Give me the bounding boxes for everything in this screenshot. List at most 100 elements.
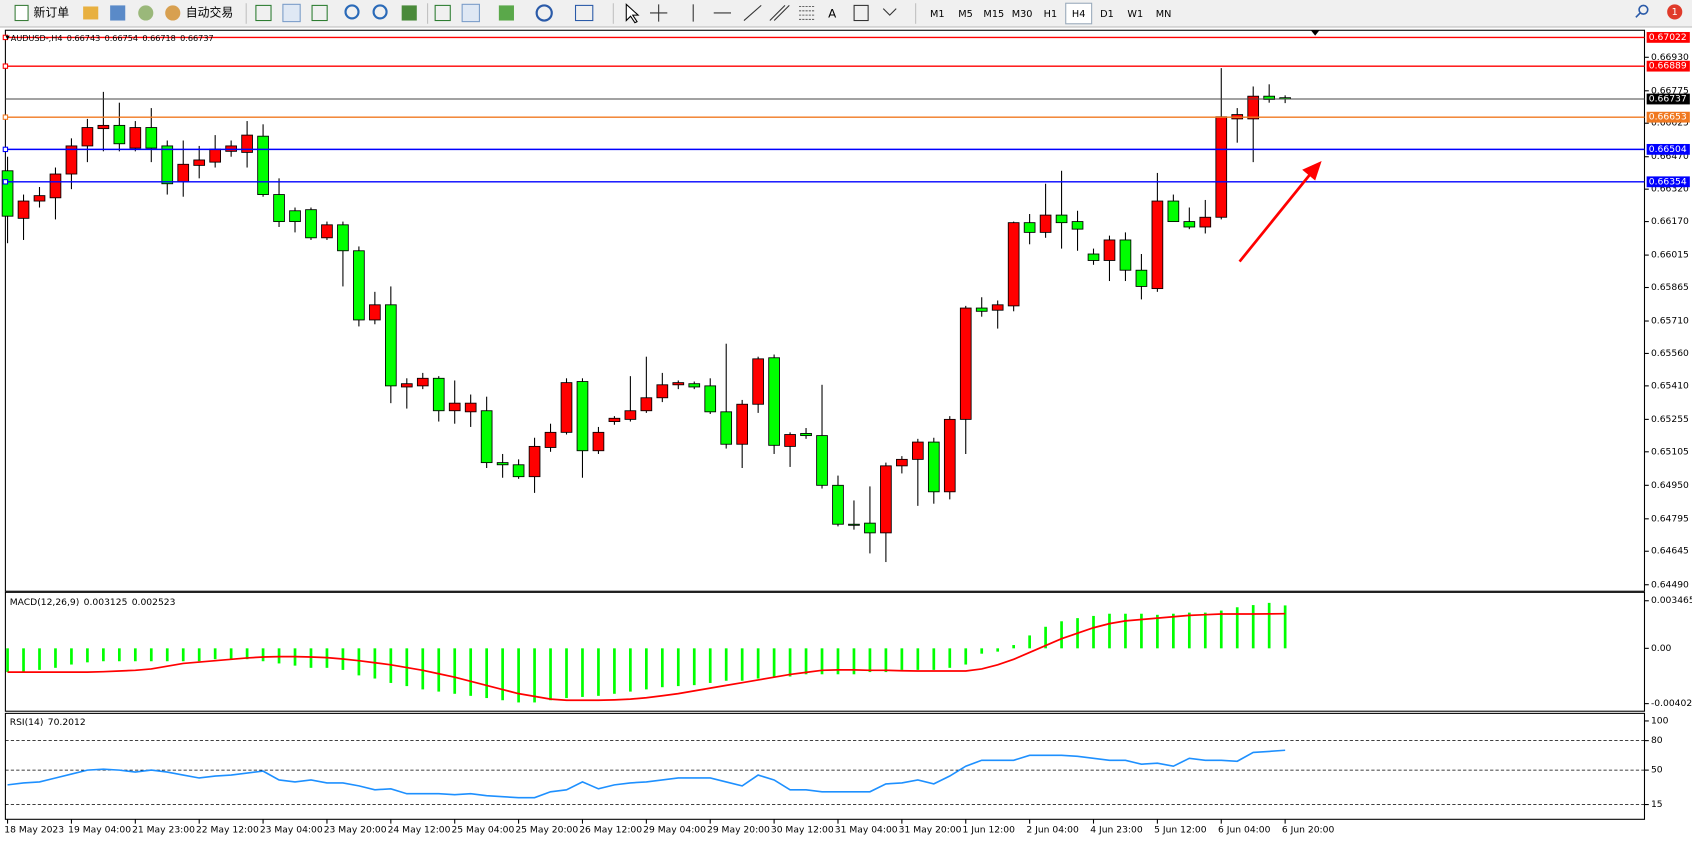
panel-frame [4,712,1646,820]
chart-area: 0.66930 0.66775 0.66625 0.66470 0.66320 0.661… [1,29,1692,836]
candle-body [1119,239,1132,271]
candle-body [640,397,653,412]
price-tag-label: 0.66354 [1649,176,1687,187]
x-tick-label: 25 May 04:00 [451,825,514,836]
text-tool[interactable]: A [828,7,837,21]
timeframe-button[interactable]: W1 [1127,9,1143,20]
search-button[interactable] [1635,4,1649,18]
y-tick-label: 15 [1651,799,1663,810]
new-order-button[interactable]: 新订单 [14,4,69,22]
price-tag-label: 0.66889 [1649,61,1687,72]
tool-icon[interactable] [110,5,126,21]
candle-body [177,163,190,183]
x-tick-label: 30 May 12:00 [771,825,834,836]
tool-icon[interactable] [282,3,301,23]
tool-icon[interactable] [255,4,272,22]
indicator-name: MACD(12,26,9) [10,597,80,608]
candle-body [959,307,972,420]
candle-body [991,304,1004,311]
label-tool[interactable] [853,4,869,22]
tool-icon[interactable] [401,5,417,21]
tool-icon[interactable] [311,4,328,22]
y-tick-label: 0.65105 [1651,446,1689,457]
auto-trading-icon [165,5,181,21]
line-anchor [2,63,9,69]
candle-body [1103,239,1116,261]
symbol: AUDUSD-,H4 [11,32,63,42]
candle-body [848,523,860,526]
line-anchor [2,114,9,120]
timeframe-button[interactable]: MN [1156,9,1172,20]
ohlc-value: 0.66743 [67,32,100,42]
y-tick-label: 0.65710 [1651,316,1689,327]
y-tick-label: -0.004026 [1651,698,1692,709]
candle-body [257,135,269,195]
candle-body [736,403,749,445]
timeframe-button[interactable]: D1 [1100,9,1114,20]
fibo-tool[interactable] [799,5,815,20]
candle-body [17,200,30,219]
candle-body [528,445,541,478]
x-tick-label: 4 Jun 23:00 [1090,825,1143,836]
timeframe-label: W1 [1127,9,1143,20]
toolbar-bg [0,0,1692,28]
tool-icon[interactable] [83,6,99,20]
tool-icon[interactable] [434,4,451,22]
timeframe-button[interactable]: H4 [1065,2,1093,25]
notification-count: 1 [1672,7,1678,18]
tool-icon[interactable] [138,5,154,21]
timeframe-button[interactable]: M1 [930,9,945,20]
timeframe-label: MN [1156,9,1172,20]
candle-body [161,145,174,185]
candle-body [656,384,669,399]
timeframe-button[interactable]: H1 [1044,9,1057,20]
x-tick-label: 23 May 20:00 [324,825,387,836]
timeframe-label: M1 [930,9,945,20]
timeframe-button[interactable]: M15 [983,9,1004,20]
candle-body [1183,221,1196,228]
candle-body [193,159,206,166]
indicator-value: 0.003125 [84,597,128,608]
channel-tool[interactable] [769,5,790,21]
trendline-tool[interactable] [743,4,762,21]
candle-body [624,410,637,420]
candle-body [1,170,14,217]
tool-icon[interactable] [461,3,480,23]
tool-icon[interactable] [535,4,553,22]
candle-body [832,484,844,525]
y-tick-label: 0.65865 [1651,282,1689,293]
new-order-icon [14,4,29,22]
candle-body [353,250,365,321]
arrows-tool[interactable] [882,8,897,16]
x-tick-label: 2 Jun 04:00 [1026,825,1079,836]
cursor-tool[interactable] [625,3,640,24]
y-tick-label: 100 [1651,715,1669,726]
panel-frame [4,591,1646,712]
candle-body [816,435,828,486]
zoom-out[interactable] [372,4,388,20]
price-tag [1646,31,1690,43]
line-anchor [2,179,9,185]
timeframe-button[interactable]: M30 [1012,9,1033,20]
zoom-in[interactable] [344,4,360,20]
candle-body [129,127,142,149]
tool-icon[interactable] [574,4,594,22]
timeframe-label: M5 [958,9,973,20]
indicator-name: RSI(14) [10,717,44,728]
y-tick-label: 0.65255 [1651,414,1689,425]
auto-trading-button[interactable]: 自动交易 [165,5,233,21]
price-tag [1646,93,1690,105]
y-tick-label: 0.65560 [1651,348,1689,359]
active-timeframe [1065,2,1093,25]
notifications[interactable]: 1 [1667,4,1683,20]
candle-body [385,304,397,387]
ohlc-value: 0.66754 [105,32,138,42]
tool-icon[interactable] [498,5,514,21]
timeframe-buttons: M1 M5 M15 M30 H1 H4 D1 W1 MN [930,2,1172,25]
timeframe-button[interactable]: M5 [958,9,973,20]
ohlc-value: 0.66718 [142,32,175,42]
crosshair-tool[interactable] [650,4,668,22]
